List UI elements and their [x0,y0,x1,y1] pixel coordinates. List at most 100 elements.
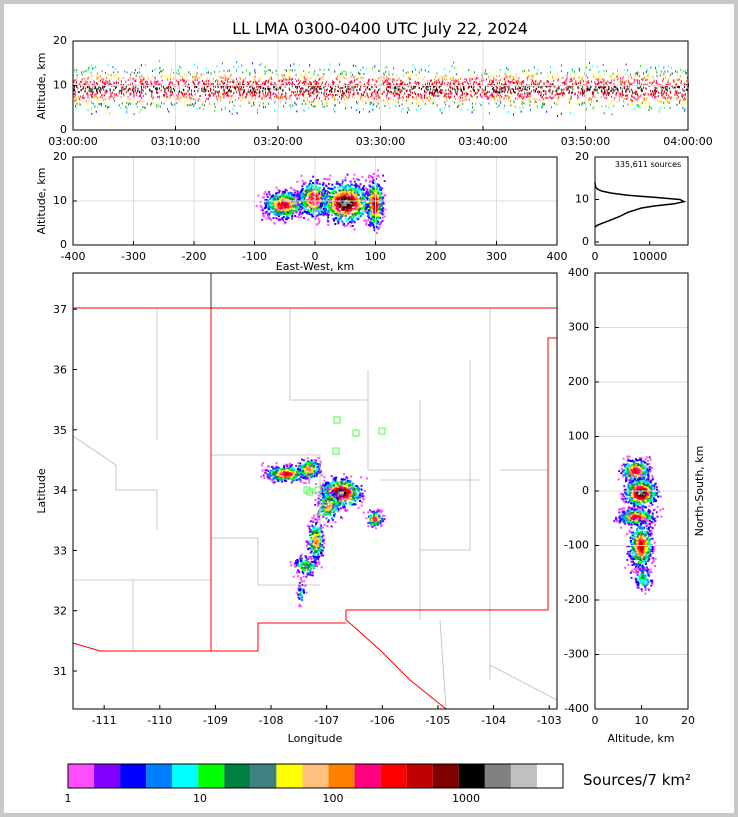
source-point [179,74,181,77]
source-point [103,81,105,84]
source-point [318,78,320,81]
source-point [104,94,106,97]
source-point [637,82,639,85]
source-point [634,78,636,81]
source-point [289,83,291,86]
source-point [87,86,88,89]
source-point [103,88,105,91]
source-point [403,87,405,90]
source-point [427,70,429,73]
source-point [431,93,433,96]
source-point [469,85,470,88]
source-point [299,194,302,197]
source-point [295,85,297,88]
source-point [449,92,451,95]
source-point [609,75,611,78]
source-point [182,79,184,82]
source-point [676,90,678,93]
source-point [133,90,134,93]
source-point [310,187,313,190]
source-point [642,100,644,103]
source-point [500,90,502,93]
source-point [618,97,620,100]
source-point [509,101,511,104]
source-point [522,80,523,83]
source-point [353,204,356,207]
source-point [664,96,666,99]
source-point [662,80,664,83]
source-point [299,88,301,90]
source-point [376,91,378,94]
source-point [578,82,580,85]
source-point [287,97,289,100]
source-point [173,71,175,74]
source-point [316,76,318,79]
source-point [492,86,494,89]
source-point [522,72,524,75]
source-point [484,88,486,91]
source-point [106,82,108,84]
source-point [347,90,349,93]
source-point [460,77,461,80]
source-point [348,91,350,94]
source-point [384,66,386,69]
source-point [272,77,274,80]
source-point [282,83,284,86]
source-point [231,77,233,80]
source-point [188,71,190,74]
source-point [393,67,395,70]
source-point [318,202,321,205]
source-point [668,65,670,68]
source-point [289,69,291,72]
source-point [627,78,629,81]
source-point [117,71,119,74]
source-point [608,93,610,96]
source-point [112,66,114,69]
source-point [242,83,244,85]
source-point [436,94,438,97]
source-point [303,201,306,204]
source-point [301,203,304,206]
source-point [579,80,581,83]
source-point [102,87,104,89]
source-point [317,201,320,204]
source-point [631,90,633,93]
source-point [275,206,278,209]
source-point [287,191,290,194]
source-point [280,94,282,97]
source-point [260,75,262,78]
source-point [99,75,101,78]
source-point [341,74,343,77]
source-point [285,100,287,103]
source-point [192,80,194,83]
source-point [671,72,673,75]
source-point [327,195,330,198]
source-point [289,97,291,100]
source-point [271,81,273,84]
source-point [326,95,328,98]
source-point [341,215,344,218]
source-point [276,212,279,214]
source-point [301,87,303,90]
source-point [491,95,493,98]
source-point [185,80,187,83]
source-point [359,189,362,192]
source-point [218,91,219,94]
source-point [210,87,212,90]
source-point [275,186,278,189]
source-point [117,78,119,81]
source-point [537,107,539,109]
source-point [120,89,122,92]
source-point [474,94,475,97]
source-point [99,102,101,105]
source-point [445,96,447,99]
source-point [302,87,304,90]
source-point [399,83,401,85]
source-point [235,88,237,91]
source-point [230,90,232,93]
source-point [267,94,269,96]
source-point [633,73,635,76]
source-point [395,105,397,108]
source-point [142,89,144,92]
source-point [319,97,321,100]
